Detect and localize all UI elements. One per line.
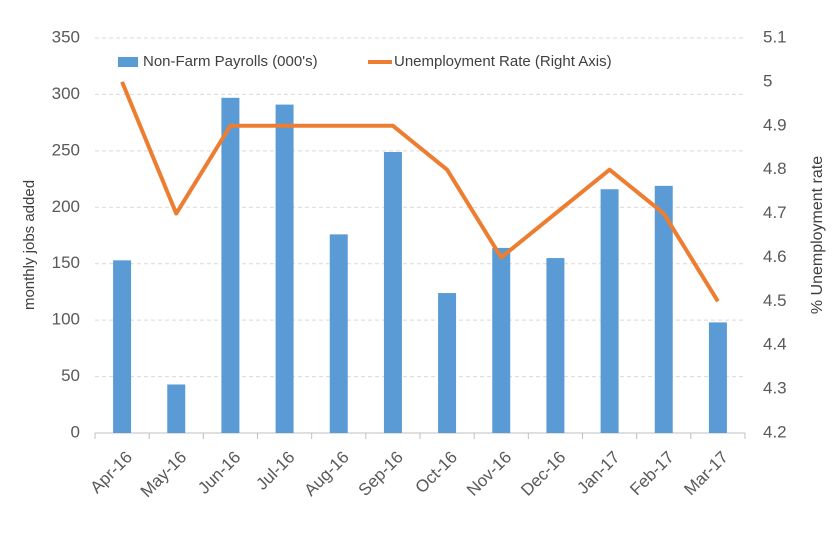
bar (654, 185, 673, 433)
bar (221, 97, 240, 434)
x-tick-label: Feb-17 (626, 448, 678, 500)
y-tick-label: 350 (52, 27, 80, 46)
x-tick-label: Jun-16 (194, 448, 244, 498)
y2-tick-label: 4.9 (763, 115, 787, 134)
x-tick-label: Jul-16 (252, 448, 298, 494)
y2-tick-label: 4.8 (763, 159, 787, 178)
x-tick-label: Oct-16 (412, 448, 462, 498)
bar (329, 234, 348, 433)
bar (600, 189, 619, 433)
legend-label: Non-Farm Payrolls (000's) (143, 53, 318, 70)
bar (546, 258, 565, 433)
x-tick-label: Dec-16 (517, 448, 569, 500)
x-tick-label: Aug-16 (301, 448, 353, 500)
bar (438, 293, 457, 433)
y-tick-label: 150 (52, 253, 80, 272)
bar (492, 247, 511, 433)
y2-tick-label: 4.6 (763, 247, 787, 266)
legend-label: Unemployment Rate (Right Axis) (394, 53, 612, 70)
x-tick-label: Mar-17 (680, 448, 732, 500)
y-tick-label: 50 (61, 366, 80, 385)
bar (167, 384, 186, 433)
y-axis-label: monthly jobs added (21, 180, 38, 310)
y-tick-label: 200 (52, 197, 80, 216)
y2-tick-label: 4.4 (763, 335, 787, 354)
y2-tick-label: 4.7 (763, 203, 787, 222)
y-tick-label: 0 (71, 422, 80, 441)
x-tick-label: Jan-17 (573, 448, 623, 498)
line-series (120, 81, 720, 303)
y-tick-label: 100 (52, 310, 80, 329)
x-tick-label: Sep-16 (355, 448, 407, 500)
legend-swatch (118, 57, 138, 67)
bar (383, 151, 402, 433)
y2-tick-label: 4.3 (763, 379, 787, 398)
y2-tick-label: 4.5 (763, 291, 787, 310)
y-tick-label: 250 (52, 140, 80, 159)
y2-tick-label: 5 (763, 71, 772, 90)
y2-tick-label: 4.2 (763, 422, 787, 441)
y2-tick-label: 5.1 (763, 27, 787, 46)
bar (708, 322, 727, 433)
x-tick-label: May-16 (137, 448, 191, 502)
x-tick-label: Apr-16 (87, 448, 137, 498)
bar (275, 104, 294, 433)
y2-axis-label: % Unemployment rate (809, 156, 826, 314)
x-tick-label: Nov-16 (463, 448, 515, 500)
y-tick-label: 300 (52, 84, 80, 103)
bar (113, 260, 132, 433)
